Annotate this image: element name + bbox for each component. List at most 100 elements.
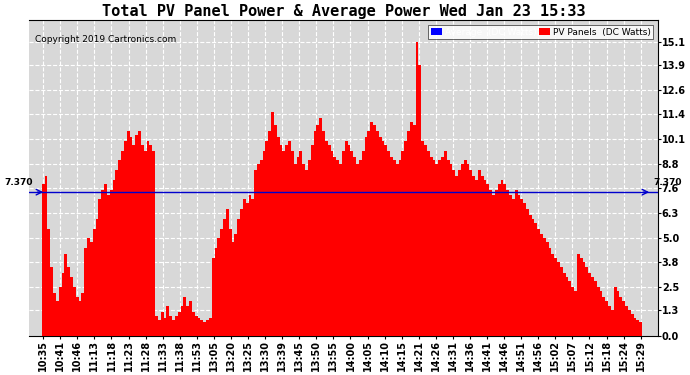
Bar (254, 170, 257, 336)
Bar (509, 195, 512, 336)
Bar (633, 318, 636, 336)
Bar (589, 273, 591, 336)
Bar (158, 320, 161, 336)
Bar (424, 145, 427, 336)
Bar (299, 151, 302, 336)
Bar (310, 145, 314, 336)
Bar (376, 131, 379, 336)
Bar (297, 156, 299, 336)
Bar (481, 176, 484, 336)
Bar (515, 190, 518, 336)
Bar (520, 200, 523, 336)
Bar (325, 141, 328, 336)
Bar (308, 160, 310, 336)
Bar (251, 200, 254, 336)
Legend: Average  (DC Watts), PV Panels  (DC Watts): Average (DC Watts), PV Panels (DC Watts) (428, 25, 653, 39)
Bar (274, 125, 277, 336)
Bar (294, 164, 297, 336)
Bar (362, 151, 364, 336)
Bar (523, 203, 526, 336)
Bar (107, 195, 110, 336)
Bar (591, 277, 594, 336)
Bar (390, 156, 393, 336)
Bar (379, 137, 382, 336)
Bar (427, 151, 430, 336)
Bar (446, 160, 450, 336)
Bar (444, 151, 446, 336)
Bar (580, 258, 582, 336)
Title: Total PV Panel Power & Average Power Wed Jan 23 15:33: Total PV Panel Power & Average Power Wed… (101, 4, 585, 19)
Bar (118, 160, 121, 336)
Bar (226, 209, 228, 336)
Bar (172, 320, 175, 336)
Bar (121, 151, 124, 336)
Bar (195, 316, 197, 336)
Bar (45, 176, 48, 336)
Bar (87, 238, 90, 336)
Bar (345, 141, 348, 336)
Bar (342, 151, 345, 336)
Bar (53, 293, 56, 336)
Bar (144, 151, 146, 336)
Bar (622, 300, 625, 336)
Bar (348, 145, 351, 336)
Bar (68, 267, 70, 336)
Bar (59, 287, 61, 336)
Bar (215, 248, 217, 336)
Bar (577, 254, 580, 336)
Bar (464, 160, 466, 336)
Bar (585, 267, 589, 336)
Bar (81, 293, 84, 336)
Bar (407, 131, 410, 336)
Bar (110, 190, 112, 336)
Bar (184, 297, 186, 336)
Bar (611, 310, 614, 336)
Bar (497, 184, 500, 336)
Bar (396, 164, 399, 336)
Bar (130, 137, 132, 336)
Bar (364, 137, 368, 336)
Bar (554, 258, 557, 336)
Bar (112, 180, 115, 336)
Bar (135, 135, 138, 336)
Bar (217, 238, 220, 336)
Bar (532, 219, 535, 336)
Bar (260, 160, 263, 336)
Bar (368, 131, 371, 336)
Bar (150, 145, 152, 336)
Bar (373, 125, 376, 336)
Bar (243, 200, 246, 336)
Bar (399, 160, 402, 336)
Bar (79, 300, 81, 336)
Bar (235, 234, 237, 336)
Bar (495, 190, 497, 336)
Bar (268, 131, 271, 336)
Bar (248, 195, 251, 336)
Bar (70, 277, 73, 336)
Bar (200, 320, 203, 336)
Bar (339, 164, 342, 336)
Bar (566, 277, 569, 336)
Bar (237, 219, 240, 336)
Bar (61, 273, 64, 336)
Bar (124, 141, 127, 336)
Bar (209, 318, 212, 336)
Bar (164, 318, 166, 336)
Bar (628, 310, 631, 336)
Bar (435, 164, 438, 336)
Bar (212, 258, 215, 336)
Bar (279, 145, 282, 336)
Bar (608, 306, 611, 336)
Bar (257, 164, 260, 336)
Bar (152, 151, 155, 336)
Bar (56, 300, 59, 336)
Bar (535, 223, 538, 336)
Bar (359, 160, 362, 336)
Bar (266, 141, 268, 336)
Bar (104, 184, 107, 336)
Bar (526, 209, 529, 336)
Text: 7.370: 7.370 (653, 178, 682, 187)
Bar (328, 145, 331, 336)
Bar (302, 164, 305, 336)
Bar (506, 190, 509, 336)
